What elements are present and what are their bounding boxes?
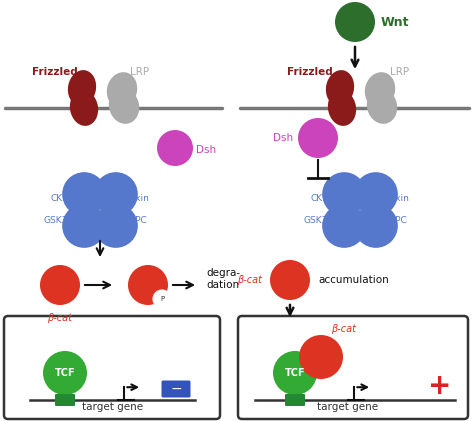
Ellipse shape — [326, 70, 354, 106]
Ellipse shape — [332, 91, 350, 105]
Text: Dsh: Dsh — [273, 133, 293, 143]
Text: Frizzled: Frizzled — [32, 67, 78, 77]
Ellipse shape — [70, 90, 98, 126]
Text: LRP: LRP — [130, 67, 150, 77]
Ellipse shape — [365, 72, 395, 108]
Circle shape — [157, 130, 193, 166]
Circle shape — [94, 204, 138, 248]
Text: TCF: TCF — [55, 368, 75, 378]
Text: target gene: target gene — [82, 402, 144, 412]
Text: Dsh: Dsh — [196, 145, 216, 155]
Ellipse shape — [112, 90, 134, 106]
Text: +: + — [428, 372, 452, 400]
Text: β-cat: β-cat — [331, 324, 356, 334]
Text: target gene: target gene — [318, 402, 379, 412]
Circle shape — [335, 2, 375, 42]
Circle shape — [153, 290, 171, 308]
Text: β-cat: β-cat — [47, 313, 73, 323]
Circle shape — [128, 265, 168, 305]
Text: APC: APC — [390, 216, 408, 224]
Text: degra-
dation: degra- dation — [206, 268, 240, 290]
Circle shape — [299, 335, 343, 379]
Circle shape — [62, 204, 106, 248]
Circle shape — [322, 172, 366, 216]
Text: CK1: CK1 — [310, 194, 328, 203]
Circle shape — [43, 351, 87, 395]
Text: GSK3: GSK3 — [44, 216, 68, 224]
Text: accumulation: accumulation — [318, 275, 389, 285]
Text: β-cat: β-cat — [237, 275, 262, 285]
Text: LRP: LRP — [391, 67, 410, 77]
Circle shape — [322, 204, 366, 248]
Ellipse shape — [328, 90, 356, 126]
Circle shape — [298, 118, 338, 158]
Circle shape — [270, 260, 310, 300]
Circle shape — [273, 351, 317, 395]
Text: APC: APC — [130, 216, 148, 224]
Text: Frizzled: Frizzled — [287, 67, 333, 77]
Ellipse shape — [109, 88, 139, 124]
Text: P: P — [160, 296, 164, 302]
Circle shape — [94, 172, 138, 216]
Text: GSK3: GSK3 — [304, 216, 328, 224]
FancyBboxPatch shape — [55, 394, 75, 406]
Circle shape — [354, 204, 398, 248]
Text: Axin: Axin — [130, 194, 150, 203]
Ellipse shape — [68, 70, 96, 106]
FancyBboxPatch shape — [285, 394, 305, 406]
Ellipse shape — [367, 88, 397, 124]
FancyBboxPatch shape — [4, 316, 220, 419]
Text: TCF: TCF — [285, 368, 305, 378]
Circle shape — [62, 172, 106, 216]
Text: −: − — [170, 382, 182, 396]
Text: Wnt: Wnt — [381, 16, 410, 29]
FancyBboxPatch shape — [162, 381, 191, 397]
Text: CK1: CK1 — [50, 194, 68, 203]
Ellipse shape — [370, 90, 392, 106]
Circle shape — [354, 172, 398, 216]
Text: Axin: Axin — [390, 194, 410, 203]
Ellipse shape — [107, 72, 137, 108]
Circle shape — [40, 265, 80, 305]
Ellipse shape — [74, 91, 92, 105]
FancyBboxPatch shape — [238, 316, 468, 419]
